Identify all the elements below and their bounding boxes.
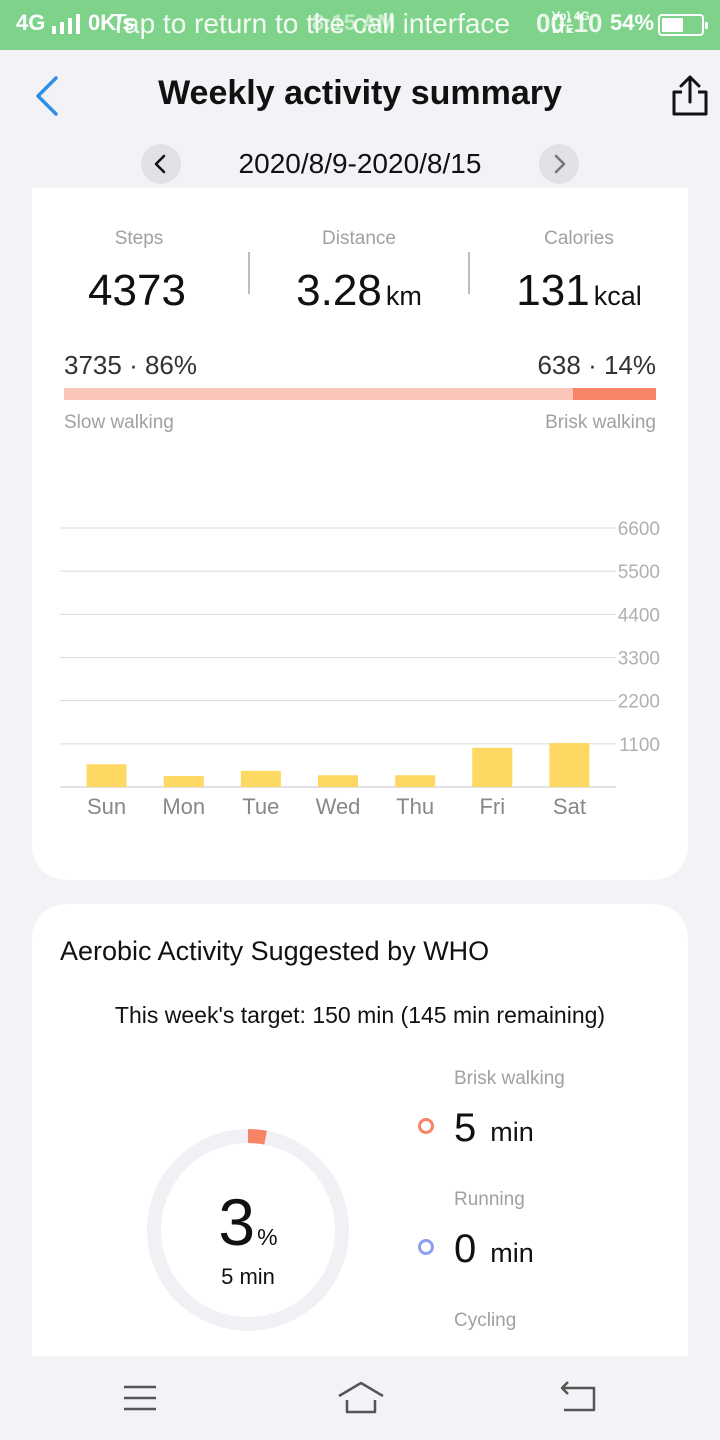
distance-label: Distance — [322, 228, 396, 249]
y-tick-label: 5500 — [618, 562, 660, 583]
divider — [468, 252, 470, 294]
bar-mon — [163, 776, 204, 787]
header: Weekly activity summary 2020/8/9-2020/8/… — [0, 50, 720, 190]
home-button[interactable] — [336, 1378, 386, 1418]
chevron-left-icon — [36, 76, 58, 116]
chevron-right-icon — [554, 154, 566, 174]
running-dot-icon — [418, 1239, 434, 1255]
page-title: Weekly activity summary — [158, 74, 562, 112]
divider — [248, 252, 250, 294]
call-timer: 00:10 — [536, 8, 603, 38]
x-tick-label: Mon — [162, 794, 205, 819]
running-minutes: 0 min — [454, 1227, 534, 1271]
x-tick-label: Wed — [316, 794, 361, 819]
distance-stat: Distance 3.28 km — [254, 228, 464, 316]
volte-indicator: Vo) 4G LTE — [552, 9, 590, 36]
x-tick-label: Tue — [242, 794, 279, 819]
previous-week-button[interactable] — [141, 144, 181, 184]
progress-ring — [147, 1129, 349, 1331]
share-icon — [672, 75, 708, 116]
system-back-button[interactable] — [556, 1378, 600, 1418]
slow-walking-label: Slow walking — [64, 412, 174, 433]
steps-bar-chart: 1100 2200 3300 4400 5500 6600 Sun Mon Tue Wed Thu F… — [60, 519, 660, 819]
y-tick-label: 3300 — [618, 649, 660, 670]
y-tick-label: 1100 — [619, 735, 660, 756]
status-time: 8:15 AM — [312, 10, 396, 35]
x-tick-label: Fri — [479, 794, 505, 819]
weekly-summary-card: Steps 4373 Distance 3.28 km Calories 131 k… — [32, 188, 688, 880]
steps-value: 4373 — [88, 266, 186, 315]
calories-label: Calories — [544, 228, 614, 249]
y-tick-label: 6600 — [618, 519, 660, 540]
menu-icon — [124, 1385, 156, 1411]
running-activity-label: Running — [454, 1189, 525, 1210]
slow-walking-count: 3735 · 86% — [64, 350, 197, 380]
network-speed: 0K/s — [88, 10, 135, 35]
bar-tue — [240, 770, 281, 787]
next-week-button[interactable] — [539, 144, 579, 184]
system-navigation-bar — [0, 1356, 720, 1440]
bar-sat — [549, 743, 590, 787]
aerobic-title: Aerobic Activity Suggested by WHO — [60, 936, 490, 966]
progress-ring-arc — [147, 1129, 349, 1331]
y-tick-label: 4400 — [618, 605, 660, 626]
bar-thu — [395, 775, 436, 787]
brisk-walking-activity-label: Brisk walking — [454, 1068, 565, 1089]
aerobic-activity-card: Aerobic Activity Suggested by WHO This w… — [32, 904, 688, 1364]
x-tick-label: Sat — [553, 794, 586, 819]
bar-fri — [472, 747, 513, 787]
battery-percent: 54% — [610, 10, 655, 35]
chevron-left-icon — [154, 154, 166, 174]
calories-stat: Calories 131 kcal — [474, 228, 684, 316]
date-range: 2020/8/9-2020/8/15 — [238, 148, 482, 179]
progress-minutes: 5 min — [221, 1264, 275, 1289]
weekly-target: This week's target: 150 min (145 min rem… — [114, 1002, 606, 1028]
bar-wed — [318, 775, 358, 787]
brisk-walking-dot-icon — [418, 1118, 434, 1134]
brisk-walking-minutes: 5 min — [454, 1106, 534, 1150]
menu-button[interactable] — [118, 1378, 162, 1418]
network-type: 4G — [16, 10, 46, 35]
x-tick-label: Sun — [87, 794, 126, 819]
battery-icon — [658, 14, 708, 36]
return-icon — [560, 1381, 596, 1412]
steps-label: Steps — [114, 228, 164, 249]
distance-value: 3.28 km — [296, 266, 422, 315]
progress-percent: 3% — [218, 1185, 278, 1259]
bar-sun — [86, 764, 127, 787]
walking-ratio-bar — [64, 388, 656, 400]
brisk-walking-count: 638 · 14% — [537, 350, 656, 380]
status-bar[interactable]: 4G 0K/s Tap to return to the call interf… — [0, 0, 720, 50]
call-banner[interactable]: Tap to return to the call interface — [110, 8, 510, 39]
brisk-walking-segment — [573, 388, 656, 400]
back-button[interactable] — [28, 74, 68, 118]
y-tick-label: 2200 — [618, 692, 660, 713]
cycling-activity-label: Cycling — [454, 1310, 517, 1331]
brisk-walking-label: Brisk walking — [545, 412, 656, 433]
x-tick-label: Thu — [396, 794, 434, 819]
home-icon — [338, 1381, 384, 1414]
signal-icon — [52, 14, 80, 34]
share-button[interactable] — [670, 74, 710, 118]
steps-stat: Steps 4373 — [34, 228, 244, 316]
calories-value: 131 kcal — [516, 266, 642, 315]
